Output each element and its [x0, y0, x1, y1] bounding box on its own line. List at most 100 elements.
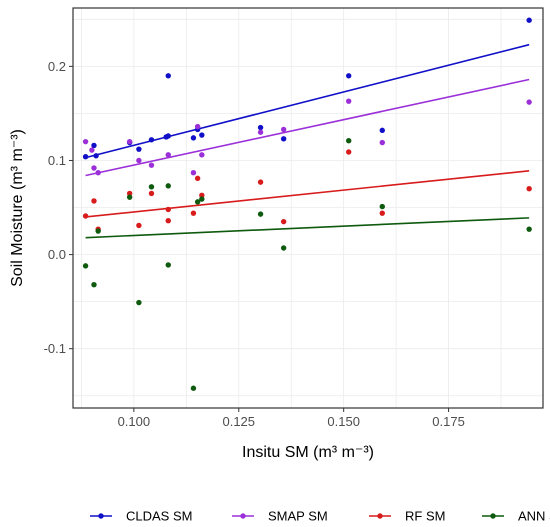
data-point: [346, 73, 352, 79]
data-point: [136, 222, 142, 229]
data-point: [95, 170, 101, 176]
legend-swatch-point: [98, 513, 104, 519]
regression-lines: [85, 43, 530, 239]
data-point: [126, 194, 133, 200]
data-point: [526, 99, 532, 105]
data-point: [199, 132, 205, 138]
data-point: [257, 211, 264, 217]
data-point: [95, 228, 101, 234]
y-tick-label: 0.0: [48, 247, 66, 262]
x-tick-label: 0.150: [327, 414, 360, 429]
data-point: [136, 157, 142, 164]
data-point: [194, 199, 201, 205]
data-point: [526, 186, 532, 192]
data-point: [199, 152, 205, 158]
legend-label: SMAP SM: [268, 509, 328, 524]
legend-swatch-point: [490, 513, 496, 519]
data-point: [379, 139, 385, 146]
data-point: [165, 218, 171, 224]
x-axis-title: Insitu SM (m³ m⁻³): [242, 444, 374, 461]
data-point: [190, 385, 197, 391]
legend-label: RF SM: [405, 509, 445, 524]
data-point: [190, 210, 197, 216]
data-point: [82, 138, 89, 145]
data-point: [165, 262, 171, 268]
data-point: [93, 153, 99, 159]
data-point: [280, 218, 287, 225]
data-point: [280, 136, 287, 142]
legend-item: CLDAS SM: [90, 509, 192, 524]
legend-label: CLDAS SM: [126, 509, 192, 524]
legend-item: RF SM: [369, 509, 445, 524]
data-point: [526, 17, 532, 23]
data-point: [91, 198, 97, 204]
fit-line-rf-sm: [85, 170, 530, 218]
legend-item: ANN SM: [482, 509, 550, 524]
data-point: [346, 98, 352, 104]
data-point: [346, 138, 352, 144]
series-smap-sm: [82, 98, 532, 176]
y-tick-label: -0.1: [44, 341, 66, 356]
series-cldas-sm: [82, 17, 532, 160]
series-rf-sm: [82, 149, 532, 232]
legend: CLDAS SM SMAP SM RF SM ANN SM: [90, 509, 550, 524]
y-axis-ticks: -0.1 0.0 0.1 0.2: [44, 59, 73, 356]
series-ann-sm: [82, 138, 532, 391]
data-point: [82, 263, 89, 269]
fit-line-cldas-sm: [85, 43, 530, 159]
data-point: [194, 123, 201, 130]
data-point: [280, 126, 287, 133]
data-point: [148, 162, 155, 168]
data-point: [91, 142, 97, 149]
data-point: [526, 226, 532, 232]
data-point: [280, 245, 287, 251]
data-point: [165, 73, 171, 79]
x-tick-label: 0.125: [222, 414, 255, 429]
data-point: [199, 192, 205, 198]
legend-label: ANN SM: [518, 509, 550, 524]
fit-line-smap-sm: [85, 78, 530, 177]
x-tick-label: 0.175: [432, 414, 465, 429]
data-point: [82, 154, 89, 160]
data-point: [136, 146, 142, 152]
data-point: [257, 179, 264, 185]
data-point: [126, 190, 133, 197]
y-tick-label: 0.1: [48, 153, 66, 168]
data-point: [148, 137, 155, 143]
x-axis-ticks: 0.100 0.125 0.150 0.175: [118, 408, 465, 429]
legend-item: SMAP SM: [232, 509, 328, 524]
data-point: [379, 210, 385, 216]
data-point: [257, 124, 264, 131]
fit-line-ann-sm: [85, 217, 530, 239]
grid-lines: [73, 8, 543, 408]
data-point: [82, 213, 89, 219]
legend-swatch-point: [377, 513, 383, 519]
y-axis-title: Soil Moisture (m³ m⁻³): [9, 129, 26, 287]
data-point: [190, 135, 197, 141]
legend-swatch-point: [240, 513, 246, 519]
data-point: [257, 129, 264, 135]
data-point: [89, 147, 95, 153]
data-point: [194, 175, 201, 182]
data-point: [148, 190, 155, 197]
data-point: [148, 184, 155, 190]
data-point: [190, 170, 197, 176]
data-point: [346, 149, 352, 155]
y-tick-label: 0.2: [48, 59, 66, 74]
x-tick-label: 0.100: [118, 414, 151, 429]
plot-border: [72, 7, 544, 409]
data-point: [136, 299, 142, 306]
data-point: [379, 203, 385, 210]
data-point: [91, 282, 97, 288]
data-point: [379, 127, 385, 134]
data-point: [91, 165, 97, 171]
plot-panel: [73, 8, 543, 408]
data-point: [126, 138, 133, 145]
data-point: [165, 152, 171, 158]
data-point: [199, 196, 205, 202]
data-point: [165, 183, 171, 189]
data-point: [165, 206, 171, 213]
data-points: [82, 17, 532, 391]
